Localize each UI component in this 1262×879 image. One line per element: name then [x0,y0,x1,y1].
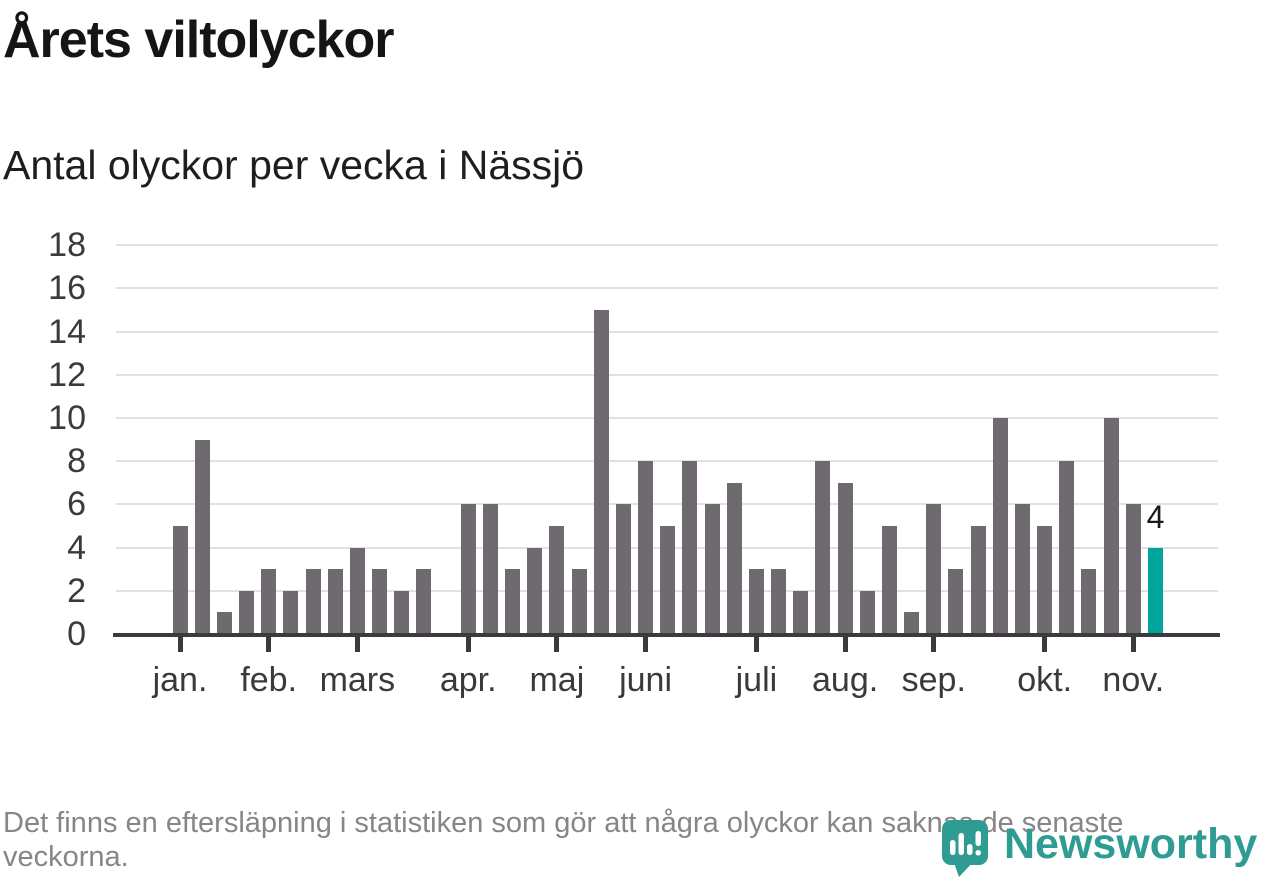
y-axis-label: 16 [48,269,86,308]
chart-bar [261,569,277,634]
chart-bar [726,482,742,634]
chart-bar [660,526,676,634]
chart-bar [881,526,897,634]
chart-bar [682,461,698,634]
x-axis-tick [554,637,560,652]
chart-bar [305,569,321,634]
y-axis-label: 18 [48,226,86,265]
chart-bar [194,439,210,634]
newsworthy-logo-text: Newsworthy [1004,820,1258,868]
chart-bar [372,569,388,634]
gridline [116,373,1218,376]
x-axis-tick [266,637,272,652]
y-axis-label: 12 [48,355,86,394]
chart-bar [505,569,521,634]
gridline [116,417,1218,419]
x-axis-label: jan. [152,661,208,699]
gridline [116,287,1218,290]
page-title: Årets viltolyckor [3,11,394,69]
chart-bar [571,569,587,634]
chart-bar [793,590,809,634]
y-axis-label: 4 [67,528,86,567]
y-axis-label: 10 [48,399,86,437]
x-axis-label: juli [735,661,778,699]
chart-bar [460,504,476,634]
gridline [116,460,1218,463]
chart-bar [638,461,654,634]
chart-bar [970,526,986,634]
gridline [116,330,1218,333]
chart-bar [859,590,875,634]
chart-bar [771,569,787,634]
x-axis-label: maj [529,661,585,699]
x-axis-tick [842,637,848,652]
chart-bar [349,547,365,634]
y-axis-label: 14 [48,312,86,351]
chart-bar [394,590,410,634]
chart-bar [1059,461,1075,634]
x-axis-label: okt. [1017,661,1073,699]
x-axis-tick [643,637,649,652]
x-axis-label: nov. [1102,661,1165,699]
chart-bar [904,612,920,634]
footer-note: Det finns en eftersläpning i statistiken… [3,807,1124,873]
x-axis-label: sep. [901,661,966,699]
newsworthy-logo: Newsworthy [942,820,1257,877]
x-axis-tick [931,637,937,652]
chart-bar [815,461,831,634]
chart-bar [549,526,565,634]
x-axis-tick [465,637,471,652]
x-axis-tick [1130,637,1136,652]
chart-bar [748,569,764,634]
chart-bar [482,504,498,634]
x-axis-label: mars [319,661,396,699]
chart-bar [1037,526,1053,634]
y-axis-label: 0 [67,615,86,653]
x-axis-label: apr. [439,661,497,699]
chart-bar [948,569,964,634]
x-axis-tick [354,637,360,652]
chart-bar [1081,569,1097,634]
x-axis-tick [1042,637,1048,652]
chart-bar [327,569,343,634]
x-axis-tick [753,637,759,652]
chart-bar [239,590,254,634]
chart-bar [527,547,543,634]
y-axis-label: 8 [67,442,86,481]
chart-bar [615,504,631,634]
gridline [116,244,1218,247]
chart-bar-highlighted [1147,547,1163,634]
y-axis-label: 6 [67,485,86,524]
x-axis-line [113,633,1220,637]
chart-bar [172,526,188,634]
chart-bar [992,418,1008,634]
gridline [116,503,1218,506]
x-axis-label: juni [619,661,673,699]
chart-bar [837,482,853,634]
bar-value-label: 4 [1146,499,1165,535]
chart-bar [1014,504,1030,634]
chart-bar [416,569,432,634]
chart-bar [704,504,720,634]
chart-bar [216,612,232,634]
chart-bar [1103,418,1119,634]
x-axis-label: feb. [240,661,298,699]
chart-bar [926,504,942,634]
chart-bar [283,590,299,634]
y-axis-label: 2 [67,571,86,610]
chart-bar [593,310,609,634]
chart-bar [1125,504,1141,634]
x-axis-label: aug. [812,661,879,699]
chart-subtitle: Antal olyckor per vecka i Nässjö [3,142,585,188]
x-axis-tick [177,637,183,652]
newsworthy-pin-icon [942,820,988,877]
